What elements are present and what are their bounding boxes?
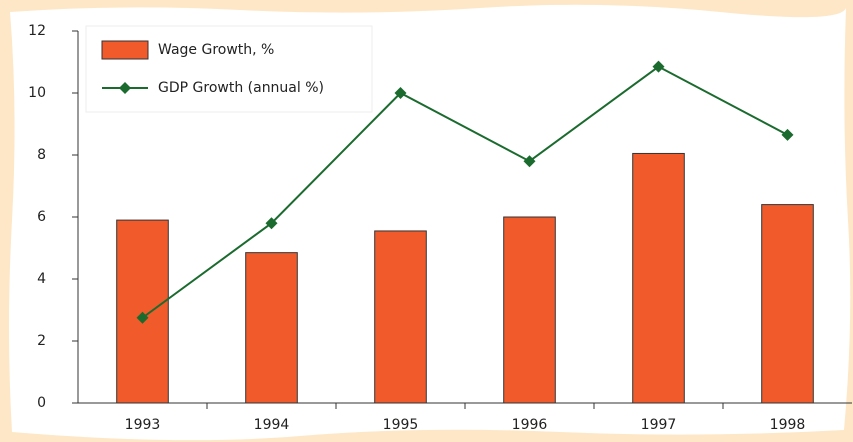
y-tick-label: 8 [37,147,46,163]
x-tick-label: 1993 [125,417,161,433]
bar [761,204,814,404]
bar [245,252,298,404]
bar [632,152,685,404]
bar [503,216,556,404]
x-tick-label: 1994 [254,417,290,433]
x-tick-label: 1998 [770,417,806,433]
line-marker [652,60,665,73]
x-tick-label: 1995 [383,417,419,433]
bar [374,230,427,404]
legend-swatch [101,40,149,60]
legend-box [85,25,373,113]
y-tick-label: 6 [37,209,46,225]
line-marker [781,128,794,141]
legend-marker [119,82,131,94]
x-tick-label: 1996 [512,417,548,433]
line-marker [265,217,278,230]
x-tick-label: 1997 [641,417,677,433]
y-tick-label: 0 [37,395,46,411]
legend-label: GDP Growth (annual %) [158,80,324,96]
legend-label: Wage Growth, % [158,42,274,58]
y-tick-label: 4 [37,271,46,287]
line-marker [394,87,407,99]
bar [116,219,169,404]
y-tick-label: 2 [37,333,46,349]
y-tick-label: 12 [28,23,46,39]
line-marker [136,311,149,324]
line [141,65,788,319]
y-tick-label: 10 [28,85,46,101]
line-marker [523,155,536,168]
